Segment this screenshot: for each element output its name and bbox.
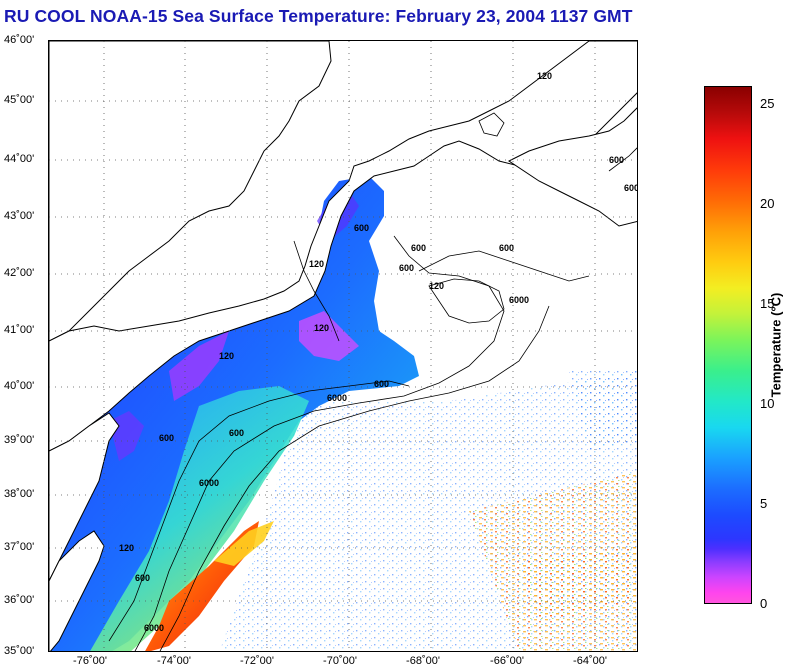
latitude-label: 36˚00' xyxy=(4,594,35,606)
bathymetry-contours xyxy=(108,112,637,651)
colorbar-tick: 5 xyxy=(760,496,768,511)
page-title: RU COOL NOAA-15 Sea Surface Temperature:… xyxy=(4,6,633,26)
depth-label: 120 xyxy=(429,281,444,291)
colorbar-tick: 0 xyxy=(760,596,768,611)
latitude-label: 39˚00' xyxy=(4,434,35,446)
latitude-label: 46˚00' xyxy=(4,34,35,46)
depth-label: 600 xyxy=(354,223,369,233)
offshore-speckle xyxy=(219,371,637,651)
depth-label: 600 xyxy=(609,155,624,165)
latitude-label: 37˚00' xyxy=(4,541,35,553)
longitude-label: -76˚00' xyxy=(73,655,107,667)
depth-label: 600 xyxy=(159,433,174,443)
longitude-label: -74˚00' xyxy=(157,655,191,667)
latitude-label: 43˚00' xyxy=(4,210,35,222)
depth-label: 600 xyxy=(399,263,414,273)
longitude-label: -70˚00' xyxy=(323,655,357,667)
depth-label: 6000 xyxy=(199,478,219,488)
depth-label: 6000 xyxy=(509,295,529,305)
depth-label: 120 xyxy=(314,323,329,333)
colorbar-tick: 25 xyxy=(760,96,775,111)
depth-label: 120 xyxy=(219,351,234,361)
colorbar-tick: 15 xyxy=(760,296,775,311)
depth-label: 6000 xyxy=(327,393,347,403)
depth-label: 120 xyxy=(119,543,134,553)
graticule xyxy=(49,41,637,651)
colorbar-tick: 10 xyxy=(760,396,775,411)
depth-label: 120 xyxy=(537,71,552,81)
latitude-label: 45˚00' xyxy=(4,94,35,106)
latitude-label: 44˚00' xyxy=(4,153,35,165)
sst-map[interactable]: 120 600 600 600 600 600 120 120 600 6000… xyxy=(48,40,638,652)
depth-label: 6000 xyxy=(144,623,164,633)
sst-map-canvas: 120 600 600 600 600 600 120 120 600 6000… xyxy=(49,41,638,651)
latitude-label: 40˚00' xyxy=(4,380,35,392)
latitude-label: 38˚00' xyxy=(4,488,35,500)
latitude-label: 41˚00' xyxy=(4,324,35,336)
depth-label: 600 xyxy=(135,573,150,583)
depth-label: 600 xyxy=(411,243,426,253)
latitude-label: 35˚00' xyxy=(4,645,35,657)
depth-label: 600 xyxy=(374,379,389,389)
longitude-label: -72˚00' xyxy=(240,655,274,667)
depth-label: 600 xyxy=(624,183,638,193)
colorbar-tick: 20 xyxy=(760,196,775,211)
temperature-colorbar xyxy=(704,86,752,604)
longitude-label: -64˚00' xyxy=(573,655,607,667)
depth-label: 120 xyxy=(309,259,324,269)
depth-label: 600 xyxy=(229,428,244,438)
longitude-label: -66˚00' xyxy=(490,655,524,667)
colorbar-label: Temperature (°C) xyxy=(768,292,784,398)
depth-label: 600 xyxy=(499,243,514,253)
coastline xyxy=(49,41,637,651)
latitude-label: 42˚00' xyxy=(4,267,35,279)
longitude-label: -68˚00' xyxy=(406,655,440,667)
bathymetry-labels: 120 600 600 600 600 600 120 120 600 6000… xyxy=(119,71,638,633)
